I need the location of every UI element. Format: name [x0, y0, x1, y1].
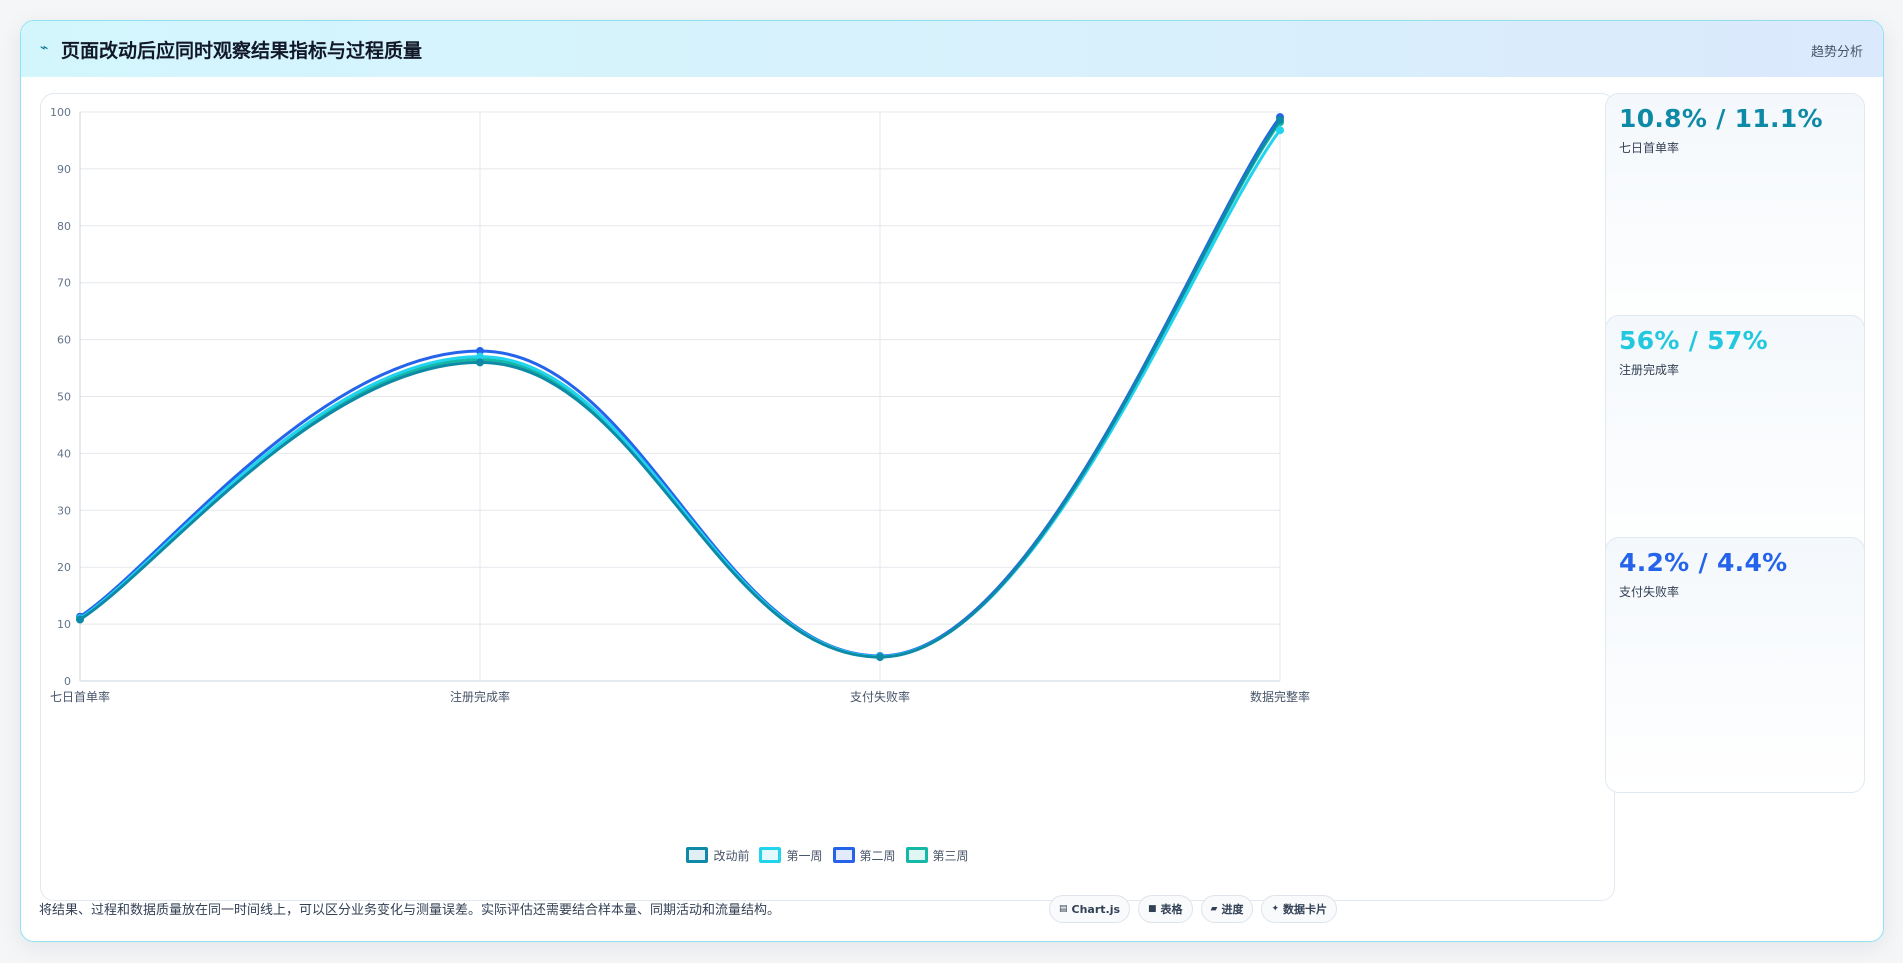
tag-label: Chart.js [1071, 902, 1121, 916]
stat-card-payment-failure: 4.2% / 4.4% 支付失败率 [1605, 537, 1865, 793]
legend-swatch [759, 847, 782, 863]
y-tick-label: 50 [57, 391, 71, 404]
legend-label: 第三周 [932, 848, 969, 863]
chart-panel: 0 10 20 30 40 50 60 70 80 90 100 七日首单率 注册完成率 支付失败率 数据完… [40, 93, 1615, 901]
series-line [78, 115, 1282, 658]
y-tick-label: 40 [57, 447, 71, 460]
x-tick-label: 注册完成率 [450, 689, 510, 704]
data-point [476, 358, 484, 367]
data-point [1276, 126, 1284, 135]
legend-label: 第二周 [859, 848, 896, 863]
tag-data-card-button[interactable]: ✦ 数据卡片 [1261, 895, 1338, 923]
data-point [76, 615, 84, 624]
card-icon: ✦ [1271, 904, 1280, 914]
series-line [78, 120, 1282, 659]
legend-item[interactable]: 第三周 [905, 845, 969, 865]
footer-tags: ▤ Chart.js ■ 表格 ▰ 进度 ✦ 数据卡片 [1049, 895, 1338, 923]
y-tick-label: 20 [57, 561, 71, 574]
card-header: ⌁ 页面改动后应同时观察结果指标与过程质量 趋势分析 [21, 21, 1883, 77]
x-tick-label: 支付失败率 [850, 689, 910, 704]
y-tick-label: 80 [57, 220, 71, 233]
data-point [876, 653, 884, 662]
header-tag: 趋势分析 [1810, 45, 1863, 60]
tag-progress-button[interactable]: ▰ 进度 [1200, 895, 1254, 923]
chart-icon: ▤ [1059, 904, 1068, 914]
tag-chartjs-button[interactable]: ▤ Chart.js [1049, 895, 1131, 923]
stat-card-registration: 56% / 57% 注册完成率 [1605, 315, 1865, 571]
stat-label: 注册完成率 [1619, 363, 1680, 377]
dashboard-card: ⌁ 页面改动后应同时观察结果指标与过程质量 趋势分析 0 10 20 30 40 50 60… [20, 20, 1884, 942]
stat-value: 10.8% / 11.1% [1619, 104, 1823, 133]
tag-label: 数据卡片 [1283, 903, 1328, 916]
table-icon: ■ [1148, 904, 1157, 914]
footer-note: 将结果、过程和数据质量放在同一时间线上，可以区分业务变化与测量误差。实际评估还需… [39, 903, 781, 918]
legend-item[interactable]: 第一周 [759, 845, 823, 865]
legend-swatch [832, 847, 855, 863]
page-title: 页面改动后应同时观察结果指标与过程质量 [61, 40, 423, 62]
progress-icon: ▰ [1210, 904, 1218, 914]
legend-swatch [686, 847, 709, 863]
legend-label: 改动前 [713, 848, 750, 863]
legend-item[interactable]: 改动前 [686, 845, 749, 865]
stat-label: 七日首单率 [1619, 141, 1680, 155]
legend-swatch [905, 847, 928, 863]
stat-value: 4.2% / 4.4% [1619, 548, 1788, 577]
y-tick-label: 100 [50, 106, 71, 119]
tag-label: 表格 [1160, 903, 1183, 916]
chart-legend: 改动前 第一周 第二周 第三周 [41, 845, 1614, 865]
data-point [1276, 115, 1284, 124]
series-line [78, 128, 1282, 659]
x-tick-label: 数据完整率 [1250, 689, 1310, 704]
y-tick-label: 90 [57, 163, 71, 176]
y-tick-label: 70 [57, 277, 71, 290]
series-line [78, 118, 1282, 659]
trend-icon: ⌁ [40, 40, 49, 56]
y-tick-label: 10 [57, 618, 71, 631]
y-tick-label: 30 [57, 504, 71, 517]
stat-card-first-order: 10.8% / 11.1% 七日首单率 [1605, 93, 1865, 349]
tag-label: 进度 [1221, 903, 1244, 916]
legend-item[interactable]: 第二周 [832, 845, 896, 865]
line-chart: 0 10 20 30 40 50 60 70 80 90 100 七日首单率 注册完成率 支付失败率 数据完… [50, 106, 1310, 704]
tag-table-button[interactable]: ■ 表格 [1138, 895, 1193, 923]
x-tick-label: 七日首单率 [50, 689, 110, 704]
legend-label: 第一周 [786, 848, 823, 863]
stat-value: 56% / 57% [1619, 326, 1768, 355]
y-tick-label: 0 [64, 675, 71, 688]
y-tick-label: 60 [57, 334, 71, 347]
stat-label: 支付失败率 [1619, 585, 1680, 599]
